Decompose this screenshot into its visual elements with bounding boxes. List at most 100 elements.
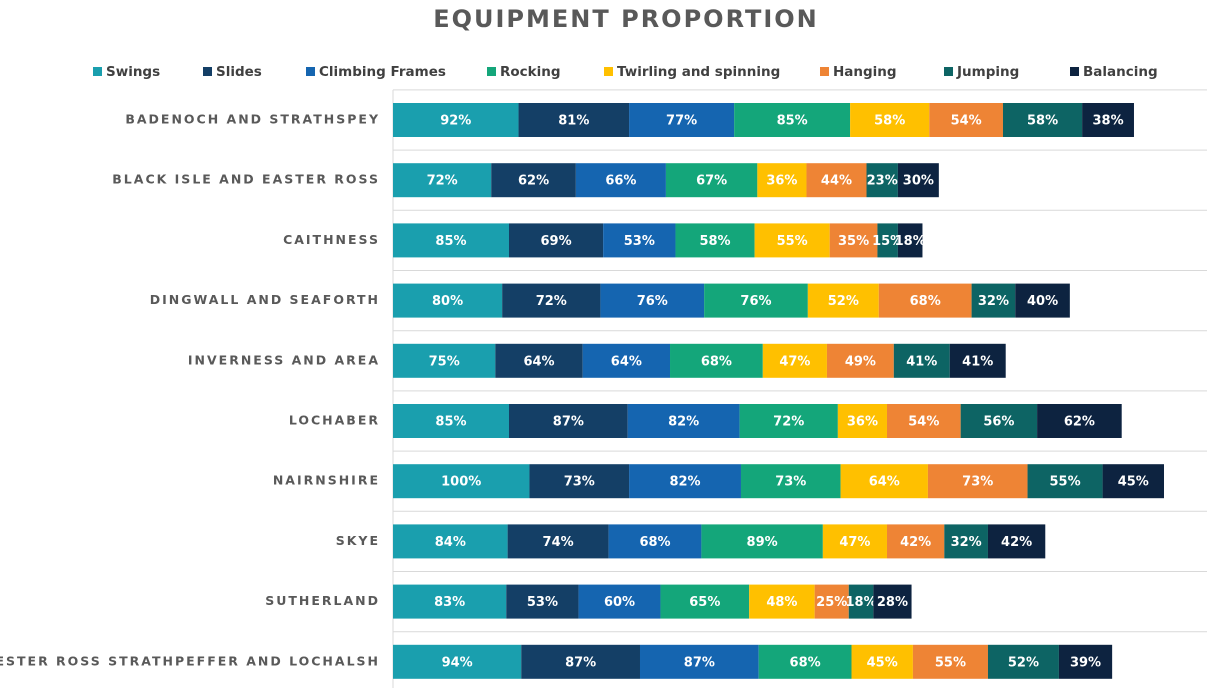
value-label: 42%	[900, 535, 931, 550]
chart-title: EQUIPMENT PROPORTION	[433, 5, 819, 33]
bar-segment	[608, 524, 702, 559]
value-label: 73%	[962, 475, 993, 490]
bar-segment	[529, 464, 630, 499]
value-label: 23%	[867, 174, 898, 189]
value-label: 42%	[1001, 535, 1032, 550]
bar-segment	[762, 343, 827, 378]
value-label: 55%	[777, 234, 808, 249]
category-label: LOCHABER	[289, 413, 380, 428]
bar-segment	[393, 163, 492, 198]
value-label: 89%	[747, 535, 778, 550]
value-label: 68%	[639, 535, 670, 550]
bar-segment	[807, 283, 879, 318]
bar-segment	[829, 223, 878, 258]
bar-segment	[629, 464, 741, 499]
bar-segment	[878, 283, 972, 318]
bar-segment	[627, 404, 740, 438]
bar-segment	[491, 163, 576, 198]
bar-segment	[897, 163, 939, 198]
bar-segment	[886, 524, 945, 559]
value-label: 66%	[605, 174, 636, 189]
value-label: 82%	[669, 475, 700, 490]
bar-segment	[393, 103, 519, 137]
value-label: 38%	[1092, 114, 1123, 129]
value-label: 67%	[696, 174, 727, 189]
value-label: 62%	[1064, 415, 1095, 430]
bar-segment	[971, 283, 1016, 318]
value-label: 56%	[983, 415, 1014, 430]
category-label: BADENOCH AND STRATHSPEY	[125, 112, 380, 127]
value-label: 35%	[838, 234, 869, 249]
legend-swatch	[487, 67, 496, 76]
bar-segment	[822, 524, 887, 559]
bar-segment	[912, 644, 988, 679]
bar-segment	[814, 584, 849, 619]
value-label: 65%	[689, 595, 720, 610]
legend-label: Slides	[216, 64, 262, 80]
value-label: 68%	[790, 655, 821, 670]
legend-label: Swings	[106, 64, 160, 80]
value-label: 45%	[867, 655, 898, 670]
value-label: 82%	[668, 415, 699, 430]
value-label: 52%	[828, 294, 859, 309]
bar-segment	[873, 584, 912, 619]
bar-segment	[949, 343, 1006, 378]
bar-segment	[508, 223, 604, 258]
value-label: 100%	[441, 475, 481, 490]
bar-segment	[629, 103, 735, 137]
value-label: 77%	[666, 114, 697, 129]
bar-segment	[639, 644, 759, 679]
bar-segment	[927, 464, 1028, 499]
value-label: 81%	[558, 114, 589, 129]
value-label: 18%	[895, 234, 926, 249]
value-label: 47%	[779, 354, 810, 369]
bar-segment	[670, 343, 763, 378]
value-label: 39%	[1070, 655, 1101, 670]
value-label: 60%	[604, 595, 635, 610]
bar-segment	[897, 223, 923, 258]
value-label: 69%	[541, 234, 572, 249]
value-label: 58%	[699, 234, 730, 249]
value-label: 36%	[766, 174, 797, 189]
bar-segment	[675, 223, 755, 258]
value-label: 49%	[845, 354, 876, 369]
value-label: 45%	[1118, 475, 1149, 490]
value-label: 87%	[565, 655, 596, 670]
bar-segment	[1002, 103, 1083, 137]
value-label: 76%	[637, 294, 668, 309]
value-label: 72%	[773, 415, 804, 430]
value-label: 28%	[877, 595, 908, 610]
bar-segment	[734, 103, 851, 137]
value-label: 75%	[429, 354, 460, 369]
value-label: 41%	[962, 354, 993, 369]
value-label: 55%	[935, 655, 966, 670]
category-label: INVERNESS AND AREA	[188, 352, 380, 367]
bar-segment	[1058, 644, 1113, 679]
bar-segment	[1015, 283, 1070, 318]
category-label: CAITHNESS	[283, 232, 380, 247]
bar-segment	[749, 584, 815, 619]
legend-swatch	[306, 67, 315, 76]
category-label: WESTER ROSS STRATHPEFFER AND LOCHALSH	[0, 653, 380, 668]
bar-segment	[502, 283, 601, 318]
bar-segment	[575, 163, 666, 198]
legend-swatch	[203, 67, 212, 76]
legend-label: Jumping	[956, 64, 1019, 80]
bar-segment	[754, 223, 830, 258]
value-label: 68%	[701, 354, 732, 369]
value-label: 64%	[523, 354, 554, 369]
value-label: 47%	[839, 535, 870, 550]
value-label: 36%	[847, 415, 878, 430]
bar-segment	[886, 404, 961, 438]
bar-segment	[739, 404, 838, 438]
value-label: 83%	[434, 595, 465, 610]
bar-segment	[393, 404, 509, 438]
bar-segment	[508, 404, 628, 438]
bar-segment	[893, 343, 950, 378]
bar-segment	[960, 404, 1038, 438]
value-label: 58%	[1027, 114, 1058, 129]
category-label: NAIRNSHIRE	[273, 473, 380, 488]
value-label: 72%	[427, 174, 458, 189]
value-label: 44%	[821, 174, 852, 189]
